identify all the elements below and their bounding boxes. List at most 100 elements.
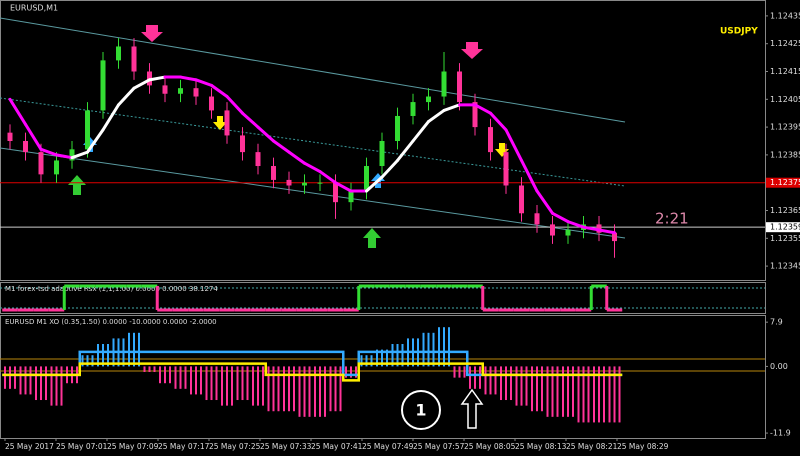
ma-segment: [582, 225, 601, 232]
candle-body: [503, 152, 509, 186]
candle-body: [472, 102, 478, 128]
ma-segment: [132, 78, 151, 90]
candle-body: [54, 160, 59, 175]
candle-body: [7, 132, 13, 141]
x-tick-label: 25 May 08:21: [566, 442, 618, 451]
candle-body: [178, 88, 183, 94]
price-box: [766, 177, 800, 188]
candle-body: [441, 71, 447, 97]
candle-body: [116, 46, 121, 61]
ma-segment: [256, 125, 275, 143]
candle-body: [519, 185, 524, 214]
ma-segment: [101, 103, 120, 132]
y-tick-label: 1.12395: [770, 123, 800, 132]
x-tick-label: 25 May 07:17: [158, 442, 210, 451]
ma-segment: [287, 150, 306, 165]
ma-segment: [55, 153, 74, 160]
y-tick-label: 1.12385: [770, 150, 800, 159]
x-tick-label: 25 May 07:41: [311, 442, 363, 451]
ma-segment: [117, 86, 136, 107]
ma-segment: [179, 75, 198, 82]
x-tick-label: 25 May 2017: [5, 442, 54, 451]
ma-segment: [272, 139, 291, 154]
candle-body: [379, 141, 385, 167]
y-tick-label: 1.12415: [770, 67, 800, 76]
y-tick-label: 1.12405: [770, 95, 800, 104]
candle-body: [565, 229, 571, 236]
buy-arrow: [363, 228, 381, 248]
candle-body: [457, 71, 462, 103]
ma-segment: [241, 111, 260, 129]
y-tick-label: 1.12345: [770, 262, 800, 271]
candle-body: [193, 88, 199, 97]
y-tick-label: 1.12425: [770, 39, 800, 48]
candle-body: [240, 135, 245, 153]
ma-segment: [24, 122, 43, 151]
x-tick-label: 25 May 07:09: [107, 442, 159, 451]
candle-body: [550, 224, 555, 236]
candle-body: [85, 110, 90, 150]
ma-segment: [504, 128, 523, 162]
ma-segment: [566, 220, 585, 229]
ma-segment: [597, 228, 616, 235]
timer-label: 2:21: [655, 210, 689, 228]
candle-body: [612, 232, 617, 242]
ma-segment: [70, 150, 89, 160]
ma-segment: [86, 128, 105, 154]
candle-body: [534, 213, 540, 225]
channel-mid: [0, 97, 626, 187]
ma-segment: [8, 97, 27, 126]
candle-body: [410, 102, 416, 116]
rsx-frame: [0, 282, 766, 314]
candle-body: [317, 182, 323, 184]
candle-body: [100, 60, 106, 111]
x-tick-label: 25 May 08:05: [464, 442, 516, 451]
ma-segment: [148, 75, 167, 82]
panel-title: EURUSD,M1: [10, 4, 58, 13]
x-tick-label: 25 May 07:33: [260, 442, 312, 451]
ma-segment: [396, 139, 415, 162]
note-number: 1: [415, 401, 426, 420]
ma-segment: [489, 111, 508, 132]
candle-body: [302, 182, 307, 186]
x-tick-label: 25 May 08:29: [617, 442, 669, 451]
y-tick-label: 0.00: [770, 362, 788, 371]
candle-body: [162, 85, 168, 94]
ma-segment: [535, 189, 554, 215]
price-label: 1.12375: [770, 178, 800, 187]
sell-arrow: [141, 25, 163, 42]
symbol-label: USDJPY: [720, 27, 758, 37]
candle-body: [333, 182, 338, 203]
ma-segment: [225, 95, 244, 115]
panel-title: M1 forex-tsd adaptive Rsx (1,1,1.00) 0.0…: [5, 285, 218, 293]
candle-body: [131, 46, 137, 72]
candle-body: [69, 149, 75, 161]
xo-frame: [0, 315, 766, 439]
y-tick-label: 1.12355: [770, 234, 800, 243]
ma-segment: [411, 120, 430, 143]
candle-body: [271, 166, 276, 180]
note-arrow: [460, 388, 484, 429]
ma-segment: [380, 158, 399, 179]
x-tick-label: 25 May 07:49: [362, 442, 414, 451]
main-frame: [0, 0, 766, 281]
ma-segment: [210, 83, 229, 99]
candle-body: [348, 191, 354, 203]
note-circle: [401, 390, 441, 430]
candle-body: [255, 152, 261, 167]
candle-body: [209, 96, 214, 111]
ma-segment: [194, 78, 213, 87]
channel-top: [0, 17, 626, 123]
y-tick-label: 1.12435: [770, 11, 800, 20]
y-tick-label: -11.9: [770, 429, 791, 438]
down-arrow: [495, 143, 509, 157]
xo-line: [2, 362, 623, 382]
price-box: [766, 222, 800, 233]
ma-segment: [318, 170, 337, 185]
ma-segment: [551, 211, 570, 224]
y-tick-label: 1.12365: [770, 206, 800, 215]
down-arrow: [213, 116, 227, 130]
ma-segment: [520, 158, 539, 193]
candle-body: [286, 179, 292, 186]
